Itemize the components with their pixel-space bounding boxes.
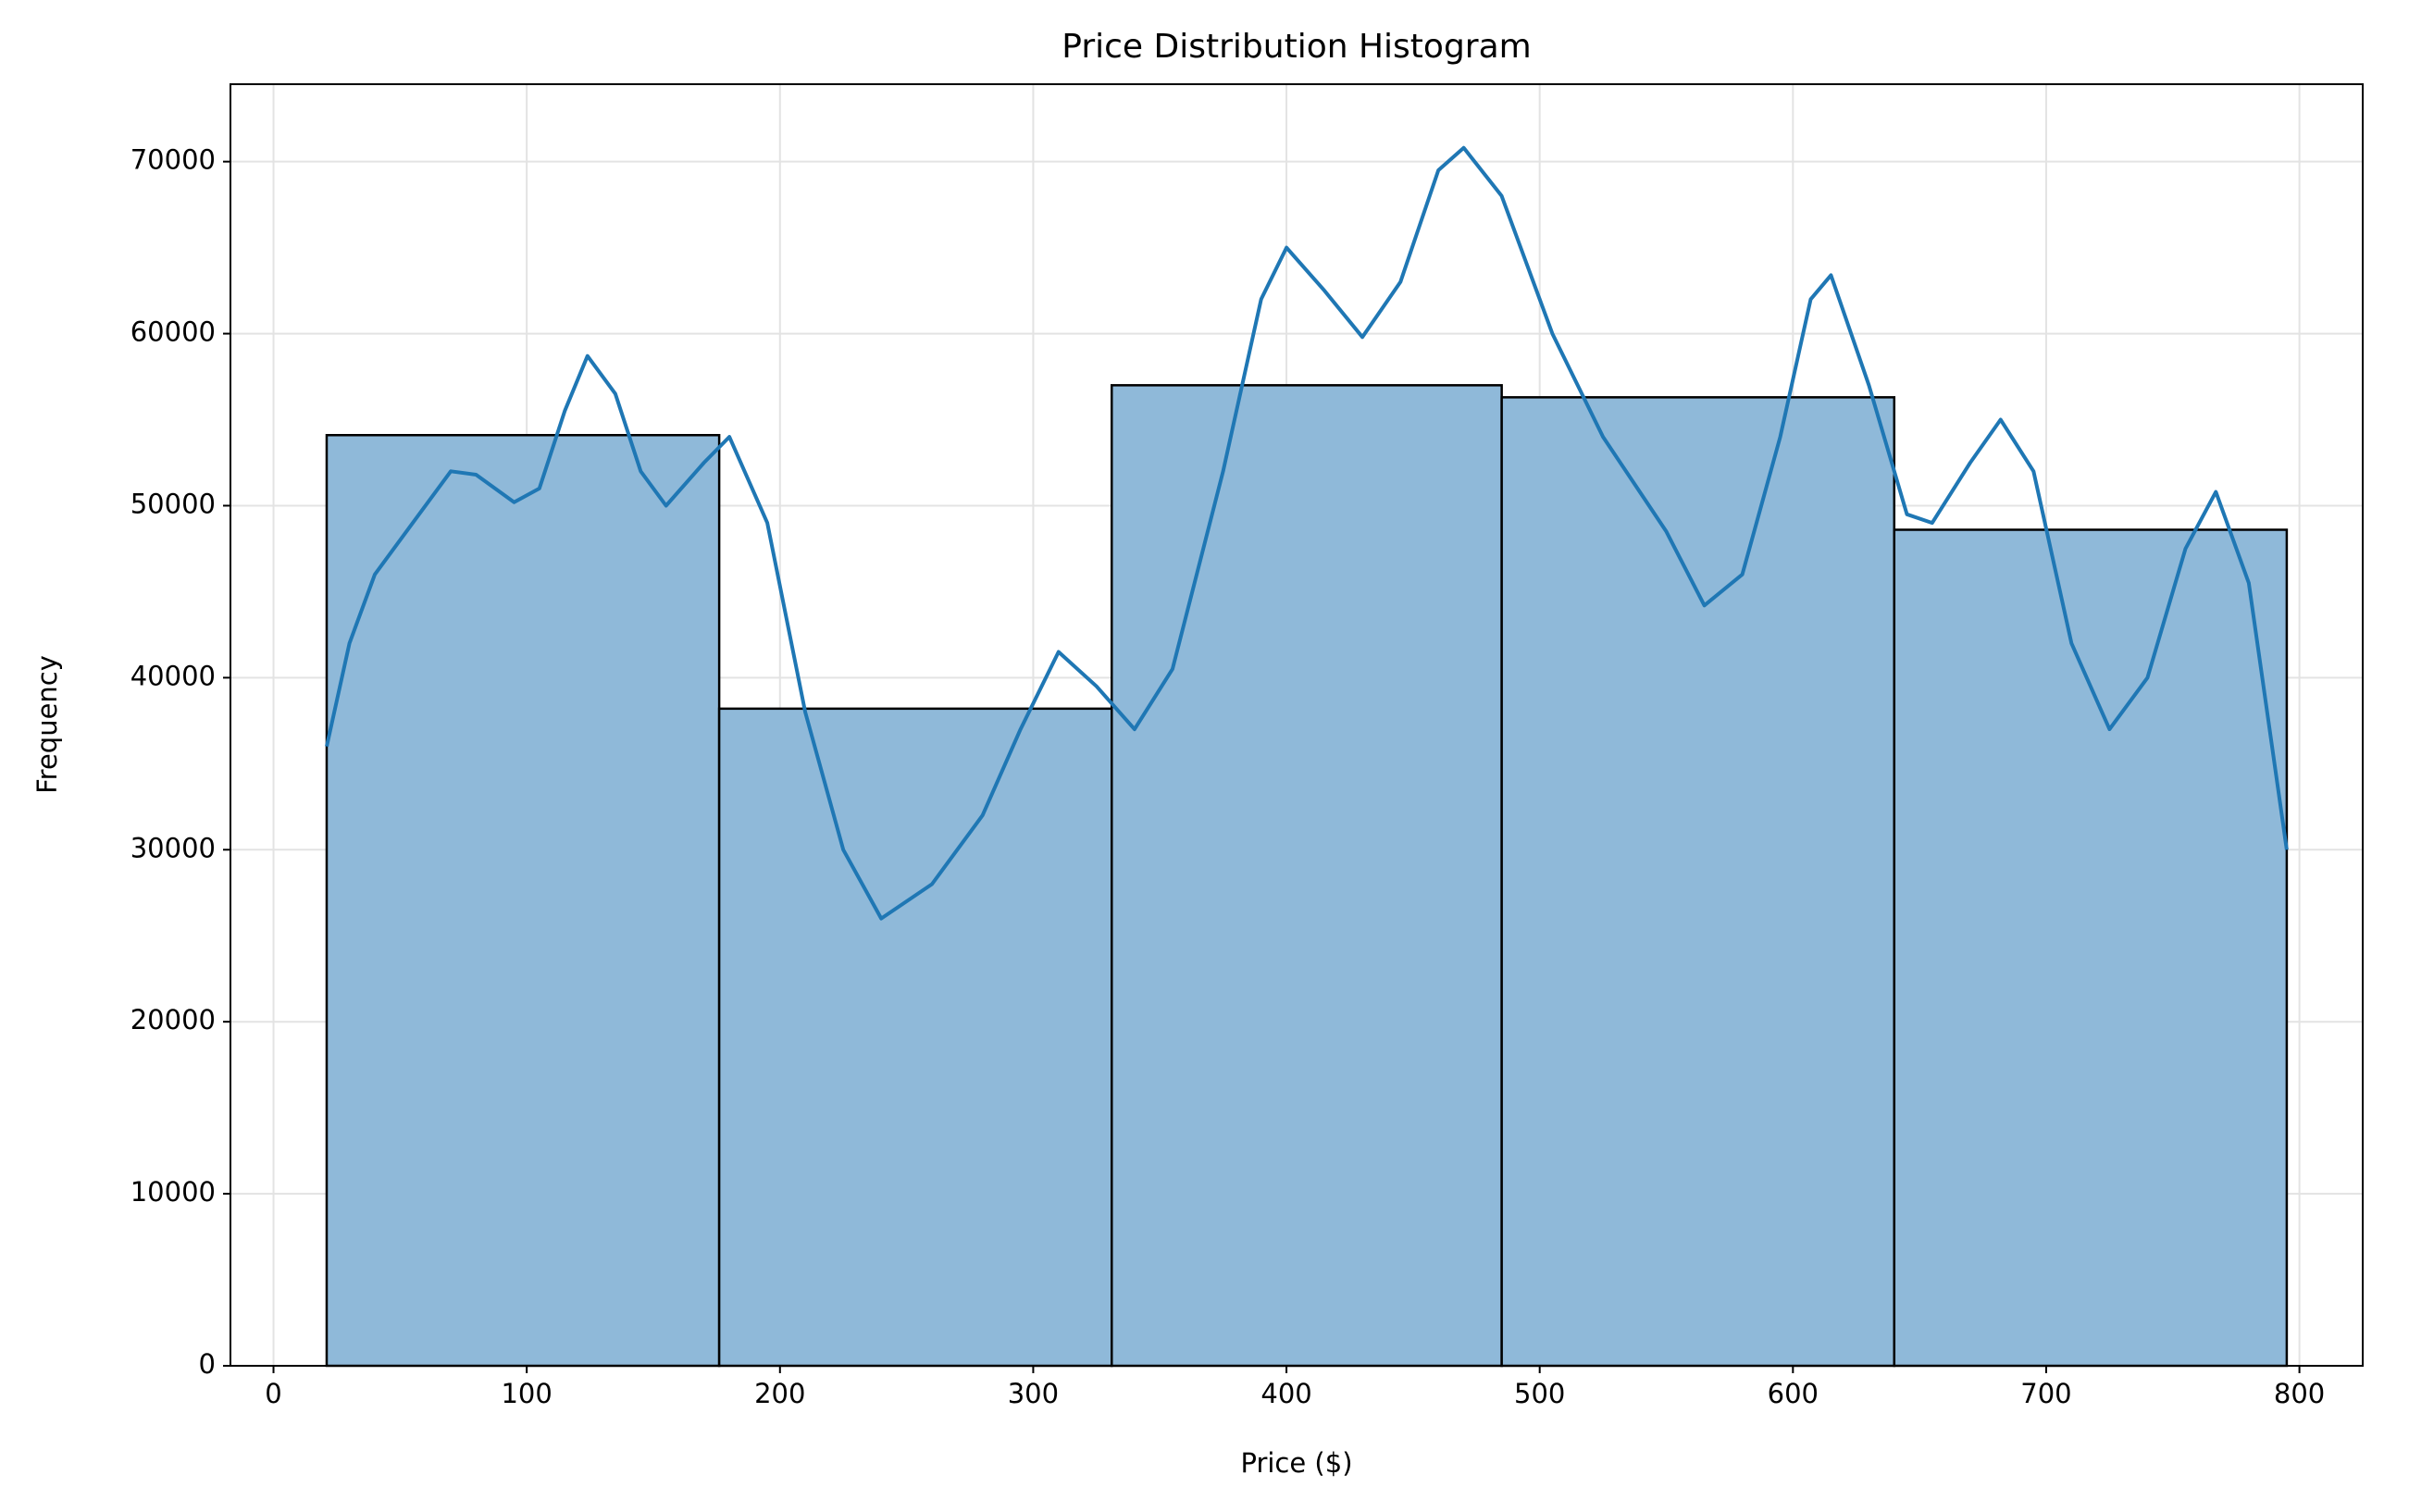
bar [717,707,1113,1368]
y-tick-label: 40000 [130,660,216,691]
y-tick-label: 50000 [130,488,216,519]
x-axis-label: Price ($) [1240,1447,1352,1479]
x-tick-label: 800 [2274,1378,2325,1409]
bar [325,433,721,1368]
x-tick-label: 300 [1008,1378,1059,1409]
plot-frame [230,83,2364,1367]
y-tick-label: 10000 [130,1176,216,1208]
bar [1500,396,1896,1368]
x-tick-label: 100 [501,1378,552,1409]
x-tick-label: 0 [265,1378,281,1409]
chart-title: Price Distribution Histogram [1062,28,1531,66]
x-tick-label: 200 [754,1378,805,1409]
bar [1893,528,2289,1368]
y-axis-label: Frequency [31,655,63,794]
y-tick-label: 60000 [130,316,216,348]
x-tick-label: 500 [1514,1378,1565,1409]
x-tick-label: 700 [2020,1378,2071,1409]
y-tick-label: 30000 [130,832,216,863]
y-tick-label: 70000 [130,144,216,176]
bar [1110,384,1503,1368]
x-tick-label: 600 [1768,1378,1819,1409]
y-tick-label: 0 [199,1348,216,1380]
kde-line [325,145,2289,921]
y-tick-label: 20000 [130,1004,216,1035]
x-tick-label: 400 [1260,1378,1311,1409]
